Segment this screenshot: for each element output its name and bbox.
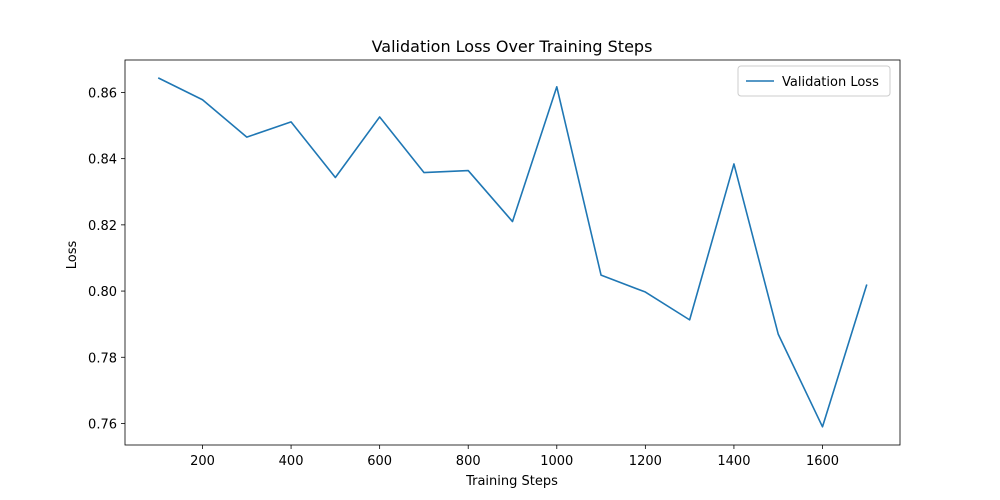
data-point <box>423 171 425 173</box>
x-tick-label: 1000 <box>540 454 573 469</box>
series-line <box>157 77 868 428</box>
data-point <box>556 86 558 88</box>
x-tick-label: 1400 <box>717 454 750 469</box>
plot-area: 200 400 600 800 1000 1200 1400 1600 0.76 0.78 0.80… <box>88 59 901 469</box>
data-point <box>334 176 336 178</box>
x-tick-label: 400 <box>279 454 304 469</box>
y-tick-label: 0.76 <box>88 417 117 432</box>
x-tick-label: 200 <box>190 454 215 469</box>
chart-title: Validation Loss Over Training Steps <box>372 37 653 56</box>
data-point <box>866 283 868 285</box>
legend-label: Validation Loss <box>782 75 879 90</box>
data-point <box>246 136 248 138</box>
x-tick-label: 800 <box>456 454 481 469</box>
data-point <box>290 121 292 123</box>
data-point <box>777 333 779 335</box>
data-point <box>467 169 469 171</box>
y-tick-label: 0.82 <box>88 219 117 234</box>
data-point <box>821 426 823 428</box>
data-point <box>511 220 513 222</box>
x-tick-label: 600 <box>367 454 392 469</box>
y-axis-label: Loss <box>65 241 80 270</box>
data-point <box>600 274 602 276</box>
x-axis-label: Training Steps <box>465 474 558 489</box>
data-point <box>688 319 690 321</box>
y-tick-label: 0.78 <box>88 351 117 366</box>
data-point <box>157 77 159 79</box>
data-point <box>378 116 380 118</box>
x-tick-label: 1600 <box>806 454 839 469</box>
y-tick-label: 0.84 <box>88 153 117 168</box>
plot-frame <box>124 59 901 446</box>
data-point <box>733 163 735 165</box>
data-point <box>644 291 646 293</box>
y-tick-label: 0.80 <box>88 285 117 300</box>
y-tick-label: 0.86 <box>88 86 117 101</box>
data-point <box>201 99 203 101</box>
x-tick-label: 1200 <box>629 454 662 469</box>
legend-box <box>737 65 891 97</box>
